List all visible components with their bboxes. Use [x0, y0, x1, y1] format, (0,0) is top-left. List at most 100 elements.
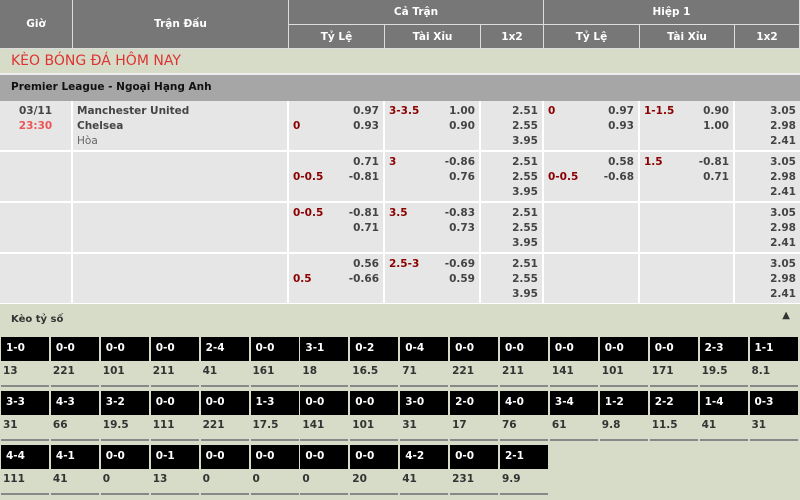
odds-value[interactable]: 2.51	[512, 258, 538, 270]
odds-cell-ft-1x2[interactable]: 2.51 2.55 3.95	[481, 152, 544, 201]
score-cell[interactable]: 0-0 0	[100, 445, 149, 495]
score-cell[interactable]: 3-3 31	[1, 391, 49, 441]
odds-value[interactable]: 2.41	[770, 186, 796, 198]
home-team[interactable]: Manchester United	[77, 105, 190, 117]
score-cell[interactable]: 3-2 19.5	[100, 391, 149, 441]
odds-value[interactable]: 2.51	[512, 207, 538, 219]
odds-value[interactable]: 1.00	[703, 120, 729, 132]
odds-value[interactable]: 3.05	[770, 105, 796, 117]
score-cell[interactable]: 1-3 17.5	[250, 391, 299, 441]
odds-value[interactable]: -0.69	[444, 258, 475, 270]
score-cell[interactable]: 0-0 101	[350, 391, 399, 441]
odds-cell-ft-ou[interactable]: 3.5 -0.83 0.73	[385, 203, 481, 252]
odds-cell-ft-1x2[interactable]: 2.51 2.55 3.95	[481, 203, 544, 252]
score-cell[interactable]: 2-3 19.5	[699, 337, 748, 387]
score-cell[interactable]: 4-0 76	[500, 391, 548, 441]
odds-value[interactable]: 2.55	[512, 120, 538, 132]
odds-value[interactable]: 3.95	[512, 135, 538, 147]
odds-cell-ft-ou[interactable]: 3-3.5 1.00 0.90	[385, 101, 481, 150]
score-cell[interactable]: 0-0 211	[150, 337, 199, 387]
odds-cell-ft-hdp[interactable]: 0.97 0 0.93	[289, 101, 385, 150]
score-cell[interactable]: 2-1 9.9	[500, 445, 548, 495]
odds-cell-ft-1x2[interactable]: 2.51 2.55 3.95	[481, 101, 544, 150]
score-cell[interactable]: 0-0 0	[300, 445, 349, 495]
odds-value[interactable]: 0.93	[353, 120, 379, 132]
odds-cell-ft-ou[interactable]: 3 -0.86 0.76	[385, 152, 481, 201]
odds-value[interactable]: 0.97	[353, 105, 379, 117]
score-cell[interactable]: 1-2 9.8	[599, 391, 648, 441]
odds-value[interactable]: 0.71	[703, 171, 729, 183]
odds-value[interactable]: -0.66	[348, 273, 379, 285]
score-cell[interactable]: 2-0 17	[450, 391, 499, 441]
odds-value[interactable]: 0.71	[353, 156, 379, 168]
score-cell[interactable]: 0-0 101	[100, 337, 149, 387]
correct-score-bar[interactable]: Kèo tỷ số ▲	[0, 304, 800, 337]
score-cell[interactable]: 0-3 31	[749, 391, 798, 441]
score-cell[interactable]: 0-0 221	[450, 337, 499, 387]
odds-value[interactable]: 2.55	[512, 273, 538, 285]
odds-value[interactable]: 3.05	[770, 207, 796, 219]
score-cell[interactable]: 1-1 8.1	[749, 337, 798, 387]
odds-value[interactable]: 0.93	[608, 120, 634, 132]
odds-value[interactable]: -0.81	[348, 207, 379, 219]
odds-value[interactable]: 2.98	[770, 120, 796, 132]
odds-cell-h1-ou[interactable]	[640, 203, 735, 252]
triangle-up-icon[interactable]: ▲	[782, 310, 790, 321]
score-cell[interactable]: 0-0 0	[250, 445, 299, 495]
odds-cell-h1-hdp[interactable]	[544, 254, 640, 303]
score-cell[interactable]: 0-0 211	[500, 337, 548, 387]
score-cell[interactable]: 0-0 101	[599, 337, 648, 387]
score-cell[interactable]: 4-3 66	[50, 391, 99, 441]
score-cell[interactable]: 0-1 13	[150, 445, 199, 495]
odds-cell-h1-1x2[interactable]: 3.05 2.98 2.41	[735, 101, 800, 150]
odds-cell-h1-1x2[interactable]: 3.05 2.98 2.41	[735, 152, 800, 201]
odds-value[interactable]: 3.05	[770, 258, 796, 270]
odds-value[interactable]: -0.68	[603, 171, 634, 183]
away-team[interactable]: Chelsea	[77, 120, 124, 132]
score-cell[interactable]: 0-0 221	[50, 337, 99, 387]
score-cell[interactable]: 4-1 41	[50, 445, 99, 495]
odds-cell-h1-ou[interactable]: 1.5 -0.81 0.71	[640, 152, 735, 201]
odds-value[interactable]: 3.95	[512, 186, 538, 198]
score-cell[interactable]: 4-4 111	[1, 445, 49, 495]
score-cell[interactable]: 3-4 61	[549, 391, 598, 441]
score-cell[interactable]: 4-2 41	[400, 445, 449, 495]
odds-value[interactable]: 2.55	[512, 171, 538, 183]
score-cell[interactable]: 3-0 31	[400, 391, 449, 441]
odds-value[interactable]: 3.95	[512, 237, 538, 249]
score-cell[interactable]: 1-0 13	[1, 337, 49, 387]
odds-value[interactable]: 2.55	[512, 222, 538, 234]
score-cell[interactable]: 2-2 11.5	[649, 391, 698, 441]
odds-value[interactable]: 2.98	[770, 222, 796, 234]
odds-cell-ft-hdp[interactable]: 0.56 0.5 -0.66	[289, 254, 385, 303]
odds-value[interactable]: -0.86	[444, 156, 475, 168]
odds-value[interactable]: 2.51	[512, 156, 538, 168]
odds-value[interactable]: 0.90	[703, 105, 729, 117]
odds-value[interactable]: 0.97	[608, 105, 634, 117]
score-cell[interactable]: 0-0 0	[200, 445, 249, 495]
odds-value[interactable]: -0.81	[698, 156, 729, 168]
score-cell[interactable]: 0-2 16.5	[350, 337, 399, 387]
score-cell[interactable]: 0-0 20	[350, 445, 399, 495]
odds-value[interactable]: 0.71	[353, 222, 379, 234]
score-cell[interactable]: 0-0 221	[200, 391, 249, 441]
odds-cell-h1-hdp[interactable]: 0.58 0-0.5 -0.68	[544, 152, 640, 201]
odds-cell-h1-hdp[interactable]	[544, 203, 640, 252]
odds-cell-h1-ou[interactable]: 1-1.5 0.90 1.00	[640, 101, 735, 150]
odds-value[interactable]: 2.41	[770, 237, 796, 249]
odds-value[interactable]: 0.58	[608, 156, 634, 168]
odds-value[interactable]: 2.98	[770, 273, 796, 285]
odds-value[interactable]: 0.73	[449, 222, 475, 234]
score-cell[interactable]: 0-0 161	[250, 337, 299, 387]
odds-value[interactable]: 0.56	[353, 258, 379, 270]
score-cell[interactable]: 1-4 41	[699, 391, 748, 441]
score-cell[interactable]: 0-0 141	[549, 337, 598, 387]
odds-cell-ft-hdp[interactable]: 0-0.5 -0.81 0.71	[289, 203, 385, 252]
score-cell[interactable]: 0-0 171	[649, 337, 698, 387]
odds-cell-ft-ou[interactable]: 2.5-3 -0.69 0.59	[385, 254, 481, 303]
odds-cell-h1-1x2[interactable]: 3.05 2.98 2.41	[735, 203, 800, 252]
score-cell[interactable]: 3-1 18	[300, 337, 349, 387]
odds-cell-ft-hdp[interactable]: 0.71 0-0.5 -0.81	[289, 152, 385, 201]
odds-value[interactable]: 0.76	[449, 171, 475, 183]
score-cell[interactable]: 0-0 231	[450, 445, 499, 495]
